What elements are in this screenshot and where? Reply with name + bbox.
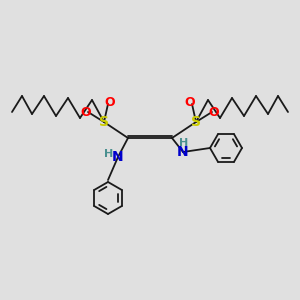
Text: S: S: [191, 115, 201, 129]
Text: H: H: [179, 138, 189, 148]
Text: O: O: [105, 97, 115, 110]
Text: N: N: [112, 150, 124, 164]
Text: O: O: [185, 97, 195, 110]
Text: S: S: [99, 115, 109, 129]
Text: O: O: [81, 106, 91, 118]
Text: H: H: [104, 149, 114, 159]
Text: N: N: [177, 145, 189, 159]
Text: O: O: [209, 106, 219, 118]
